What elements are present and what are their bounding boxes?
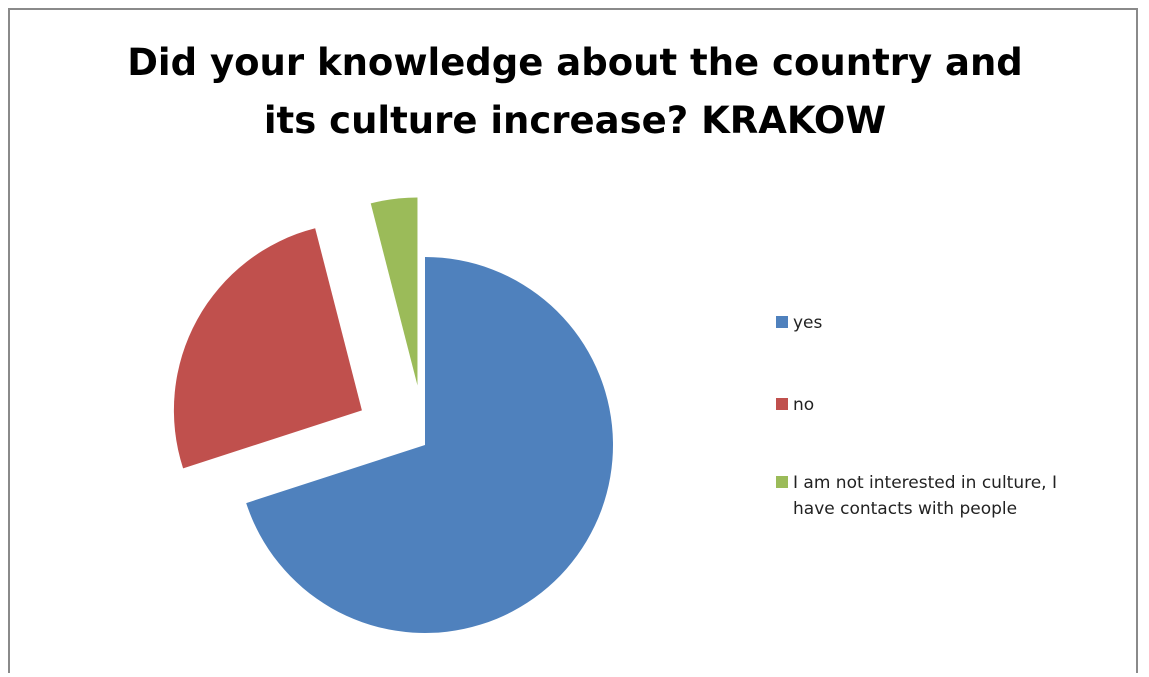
legend-label-no: no	[793, 395, 815, 415]
chart-title: Did your knowledge about the country and…	[40, 34, 1110, 150]
legend-label-not-interested-line-1: I am not interested in culture, I	[793, 473, 1057, 493]
chart-title-line-1: Did your knowledge about the country and	[127, 41, 1023, 84]
legend-label-not-interested: I am not interested in culture, I have c…	[793, 470, 1123, 522]
legend-item-no: no	[776, 392, 1123, 418]
legend-swatch-yes	[776, 316, 788, 328]
legend-item-not-interested: I am not interested in culture, I have c…	[776, 470, 1123, 522]
legend-swatch-no	[776, 398, 788, 410]
legend-item-yes: yes	[776, 310, 1123, 336]
legend-label-not-interested-line-2: have contacts with people	[793, 499, 1018, 519]
pie-slice-yes	[246, 257, 614, 633]
chart-title-line-2: its culture increase? KRAKOW	[263, 99, 887, 142]
legend-label-yes: yes	[793, 313, 823, 333]
pie-slice-not-interested	[370, 197, 418, 386]
legend-swatch-not-interested	[776, 476, 788, 488]
pie-slice-no	[173, 228, 362, 469]
